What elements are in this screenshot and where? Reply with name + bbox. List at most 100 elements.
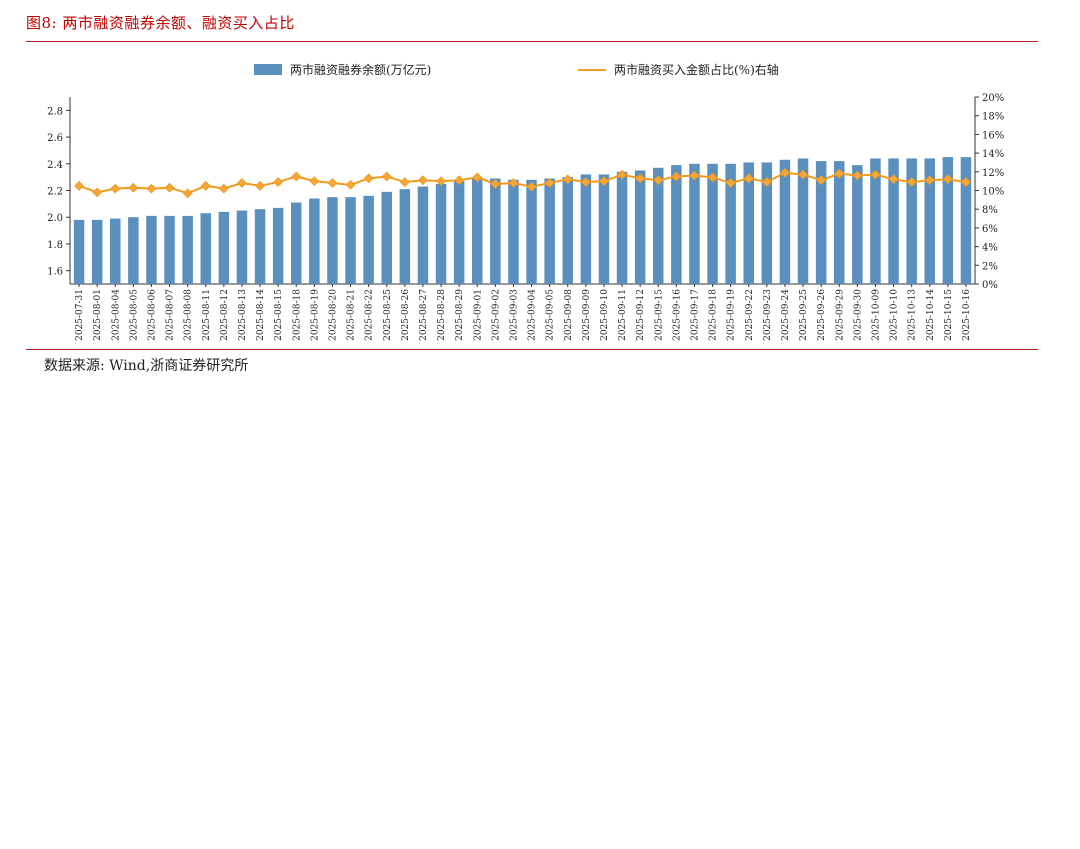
- ratio-point: [237, 178, 247, 188]
- left-tick-label: 2.6: [47, 133, 63, 144]
- ratio-point: [617, 169, 627, 180]
- right-tick-label: 16%: [982, 130, 1004, 141]
- x-tick-label: 2025-08-14: [256, 289, 266, 341]
- ratio-point: [164, 182, 175, 193]
- x-tick-label: 2025-09-22: [745, 289, 755, 341]
- x-tick-label: 2025-08-21: [347, 289, 357, 341]
- ratio-point: [472, 172, 483, 183]
- x-tick-label: 2025-09-26: [817, 289, 827, 341]
- x-tick-label: 2025-08-28: [437, 289, 447, 341]
- ratio-point: [273, 177, 284, 187]
- ratio-point: [508, 178, 519, 188]
- ratio-point: [562, 174, 573, 185]
- ratio-point: [707, 172, 718, 183]
- left-tick-label: 1.6: [47, 267, 63, 278]
- ratio-point: [146, 183, 157, 194]
- bar: [399, 189, 411, 284]
- x-tick-label: 2025-09-01: [473, 289, 483, 341]
- bar: [743, 162, 754, 284]
- ratio-point: [363, 173, 374, 184]
- bar: [110, 218, 121, 284]
- bar: [309, 198, 320, 284]
- x-tick-label: 2025-09-12: [636, 289, 646, 341]
- bar: [634, 170, 646, 284]
- bar: [73, 219, 85, 284]
- source-note: 数据来源: Wind,浙商证券研究所: [44, 358, 249, 374]
- ratio-point: [436, 176, 446, 187]
- ratio-point: [798, 169, 808, 180]
- title-rule: [26, 41, 1038, 42]
- x-tick-label: 2025-10-15: [944, 289, 954, 341]
- x-tick-label: 2025-08-19: [310, 289, 320, 341]
- bar: [453, 181, 465, 284]
- bar: [164, 215, 175, 284]
- ratio-point: [635, 173, 646, 184]
- bar: [725, 163, 736, 284]
- bar: [653, 167, 664, 284]
- x-tick-label: 2025-08-15: [274, 289, 284, 341]
- x-tick-label: 2025-09-19: [727, 289, 737, 341]
- right-tick-label: 4%: [982, 243, 998, 254]
- x-tick-label: 2025-09-24: [781, 289, 791, 341]
- bar: [508, 179, 519, 284]
- x-tick-label: 2025-08-29: [455, 289, 465, 341]
- x-tick-label: 2025-08-01: [93, 289, 103, 341]
- bar: [616, 171, 628, 284]
- right-tick-label: 0%: [982, 280, 998, 291]
- bar: [852, 165, 863, 284]
- x-tick-label: 2025-09-05: [546, 289, 556, 341]
- ratio-point: [852, 170, 863, 181]
- ratio-point: [544, 178, 555, 188]
- x-tick-label: 2025-09-30: [853, 289, 863, 341]
- x-tick-label: 2025-08-08: [184, 289, 194, 341]
- ratio-point: [110, 183, 121, 194]
- bar: [490, 178, 501, 284]
- bar: [272, 207, 284, 284]
- right-tick-label: 14%: [982, 149, 1004, 160]
- x-tick-label: 2025-08-07: [166, 289, 176, 341]
- bar: [598, 174, 610, 284]
- ratio-line: [78, 171, 967, 195]
- bar: [327, 197, 338, 284]
- ratio-point: [399, 177, 410, 187]
- x-tick-label: 2025-09-02: [491, 289, 501, 341]
- x-tick-label: 2025-10-10: [890, 289, 900, 341]
- bar: [580, 174, 592, 284]
- bar: [417, 186, 429, 284]
- bar: [761, 162, 773, 284]
- x-tick-label: 2025-08-12: [220, 289, 230, 341]
- right-tick-label: 10%: [982, 187, 1004, 198]
- chart-legend: 两市融资融券余额(万亿元) 两市融资买入金额占比(%)右轴: [254, 62, 779, 77]
- x-tick-label: 2025-08-20: [328, 289, 338, 341]
- right-tick-label: 18%: [982, 112, 1004, 123]
- x-tick-label: 2025-09-10: [600, 289, 610, 341]
- left-tick-label: 2.2: [47, 187, 63, 198]
- ratio-point: [653, 175, 664, 186]
- bar: [200, 213, 211, 284]
- right-tick-label: 20%: [982, 93, 1004, 104]
- bar: [218, 211, 230, 284]
- ratio-point: [291, 171, 302, 182]
- x-tick-label: 2025-10-13: [908, 289, 918, 341]
- ratio-point: [182, 188, 193, 199]
- ratio-point: [743, 173, 754, 184]
- ratio-point: [200, 180, 211, 191]
- x-tick-label: 2025-08-13: [238, 289, 248, 341]
- ratio-point: [345, 179, 356, 190]
- ratio-point: [924, 175, 935, 186]
- x-tick-label: 2025-09-11: [618, 289, 628, 341]
- figure-title: 图8: 两市融资融券余额、融资买入占比: [26, 14, 295, 32]
- ratio-point: [761, 177, 772, 187]
- bar: [435, 183, 447, 284]
- x-tick-label: 2025-08-26: [401, 289, 411, 341]
- bar: [924, 158, 935, 284]
- ratio-point: [327, 178, 338, 188]
- x-tick-label: 2025-09-16: [672, 289, 682, 341]
- x-tick-label: 2025-09-08: [564, 289, 574, 341]
- ratio-point: [580, 177, 591, 187]
- ratio-point: [834, 168, 845, 179]
- bar: [236, 210, 248, 284]
- x-tick-label: 2025-08-27: [419, 289, 429, 341]
- bar: [291, 202, 302, 284]
- x-tick-label: 2025-08-05: [129, 289, 139, 341]
